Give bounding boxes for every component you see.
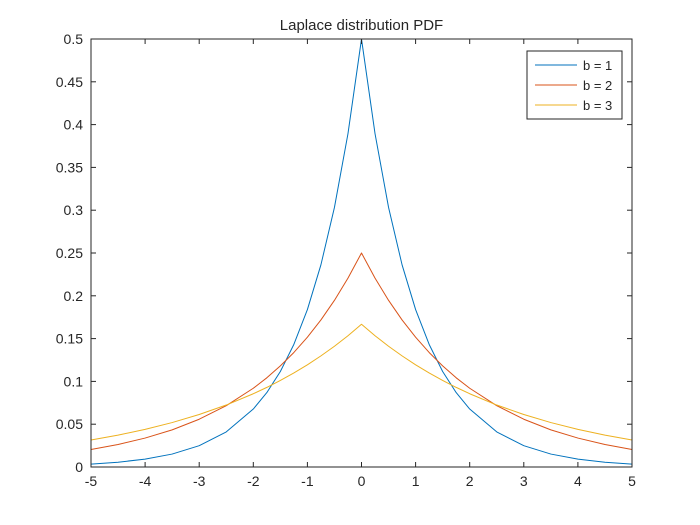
x-tick-label: -5 (85, 473, 98, 489)
series-line-2 (90, 252, 633, 450)
y-tick-label: 0 (75, 459, 83, 475)
y-tick-label: 0.15 (56, 331, 83, 347)
y-tick-label: 0.4 (64, 117, 84, 133)
x-tick-label: -3 (193, 473, 206, 489)
x-tick-label: 5 (628, 473, 636, 489)
y-tick-label: 0.1 (64, 373, 84, 389)
x-tick-label: 4 (574, 473, 582, 489)
x-tick-label: 0 (358, 473, 366, 489)
y-tick-label: 0.25 (56, 245, 83, 261)
chart-title: Laplace distribution PDF (280, 17, 443, 34)
y-tick-label: 0.3 (64, 202, 84, 218)
legend: b = 1 b = 2 b = 3 (526, 50, 623, 120)
x-tick-label: -4 (139, 473, 152, 489)
y-tick-label: 0.05 (56, 416, 83, 432)
series-line-3 (90, 323, 633, 441)
x-tick-label: 2 (466, 473, 474, 489)
legend-label-3: b = 3 (583, 98, 612, 113)
legend-label-2: b = 2 (583, 78, 612, 93)
y-tick-label: 0.5 (64, 31, 84, 47)
y-tick-label: 0.2 (64, 288, 84, 304)
y-tick-label: 0.45 (56, 74, 83, 90)
y-tick-label: 0.35 (56, 159, 83, 175)
tick-layer: -5 -4 -3 -2 -1 0 1 2 3 4 5 0 0.05 0.1 0.15 0.2 0.25 0.3 0.… (56, 31, 636, 489)
legend-label-1: b = 1 (583, 58, 612, 73)
x-tick-label: 3 (520, 473, 528, 489)
x-tick-label: -1 (301, 473, 314, 489)
x-tick-label: 1 (412, 473, 420, 489)
x-tick-label: -2 (247, 473, 260, 489)
